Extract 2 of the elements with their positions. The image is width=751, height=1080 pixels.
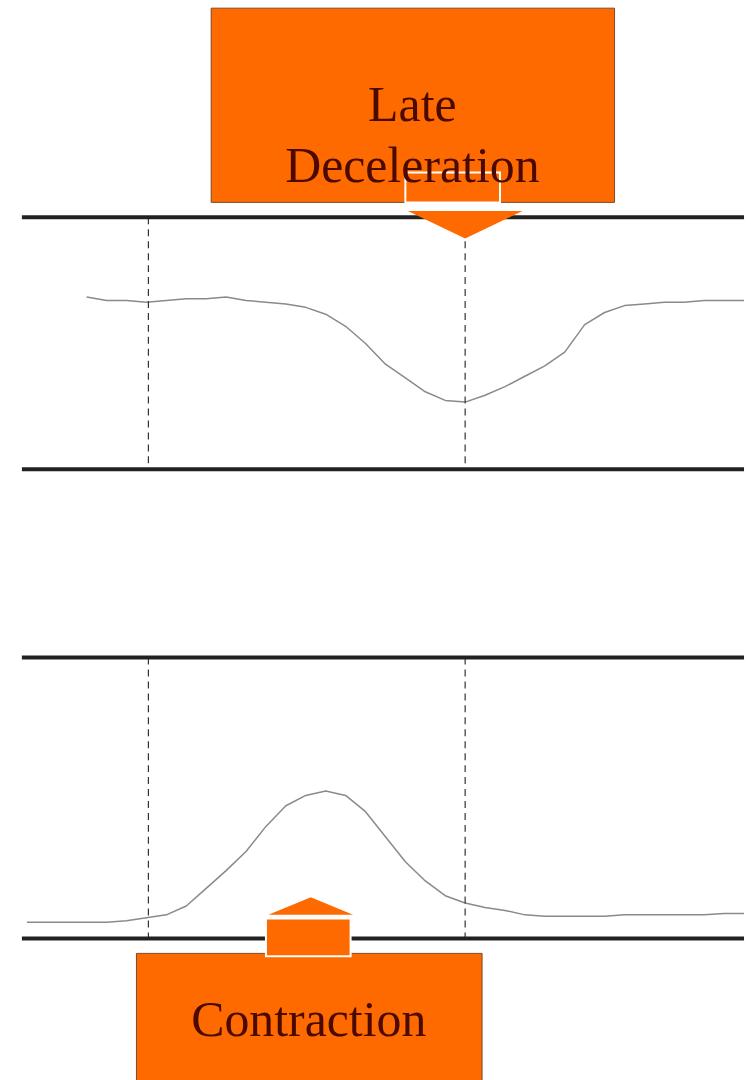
text: Contraction [191, 992, 427, 1048]
text: Late Deceleration [285, 76, 540, 194]
